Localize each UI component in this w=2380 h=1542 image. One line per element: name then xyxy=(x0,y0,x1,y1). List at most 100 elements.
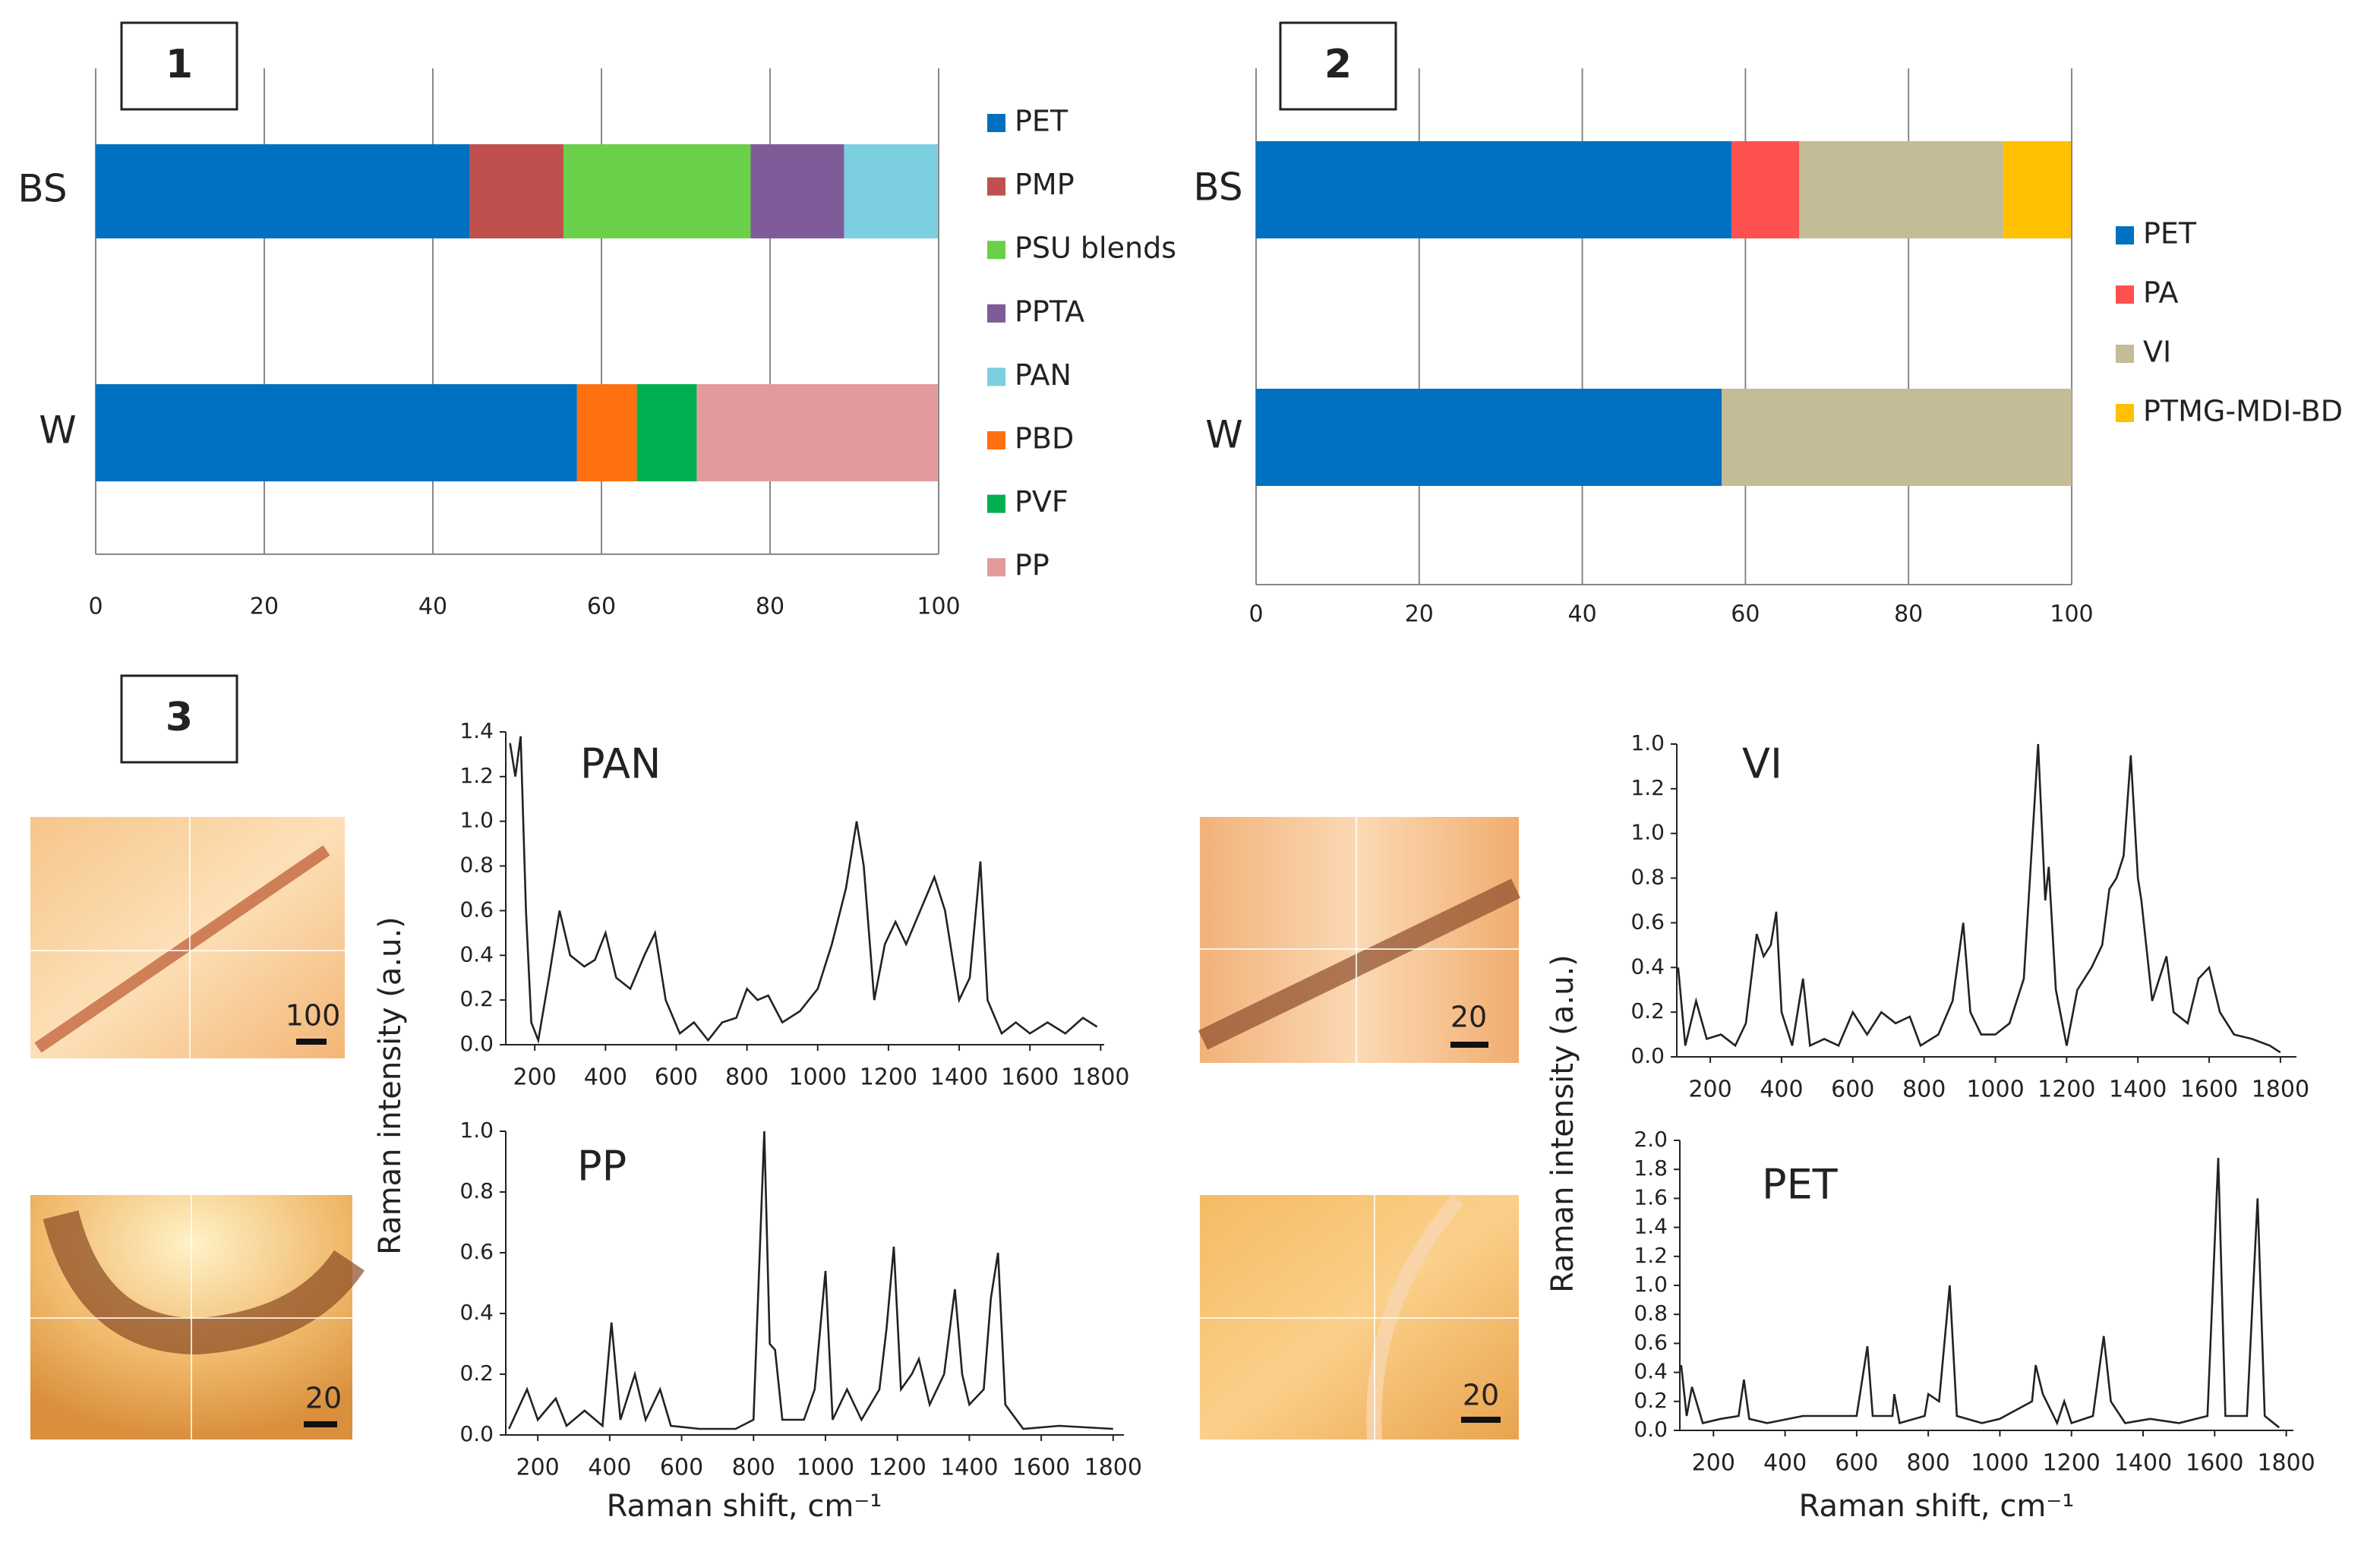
y-tick-label: 1.4 xyxy=(459,718,494,743)
scale-bar-label: 20 xyxy=(1450,1001,1487,1034)
x-tick-label: 600 xyxy=(660,1455,703,1481)
legend-swatch xyxy=(987,367,1005,386)
x-tick-label: 200 xyxy=(516,1455,560,1481)
x-tick-label: 1200 xyxy=(2043,1450,2101,1477)
x-tick-label: 200 xyxy=(1692,1450,1735,1477)
x-tick-label: 40 xyxy=(418,594,447,620)
x-tick-label: 400 xyxy=(1763,1450,1807,1477)
spectrum-line xyxy=(508,1130,1113,1430)
y-tick-label: 0.2 xyxy=(1633,1388,1668,1413)
legend-label: PET xyxy=(2143,217,2197,251)
bar-segment xyxy=(1799,141,2003,238)
y-tick-label: 0.8 xyxy=(459,1178,494,1203)
bar-segment xyxy=(750,144,844,238)
y-tick-label: 1.2 xyxy=(1633,1243,1668,1268)
x-tick-label: 1000 xyxy=(1971,1450,2028,1477)
panel-label: 3 xyxy=(166,695,193,740)
legend-label: PP xyxy=(1015,549,1050,582)
x-tick-label: 60 xyxy=(587,594,616,620)
x-tick-label: 40 xyxy=(1568,601,1597,628)
legend-swatch xyxy=(2116,345,2134,363)
x-tick-label: 800 xyxy=(725,1064,769,1091)
legend-label: PTMG-MDI-BD xyxy=(2143,395,2343,428)
legend-swatch xyxy=(987,114,1005,132)
x-tick-label: 100 xyxy=(917,594,960,620)
bar-segment xyxy=(576,384,637,481)
y-tick-label: 0.4 xyxy=(459,941,494,967)
y-tick-label: 1.0 xyxy=(459,1118,494,1143)
y-tick-label: 0.6 xyxy=(459,1239,494,1264)
legend-swatch xyxy=(2116,404,2134,422)
y-tick-label: 0.4 xyxy=(459,1300,494,1325)
bar-segment xyxy=(844,144,938,238)
x-tick-label: 20 xyxy=(250,594,279,620)
scale-bar-label: 20 xyxy=(305,1382,342,1415)
x-tick-label: 1200 xyxy=(860,1064,917,1091)
y-tick-label: 1.0 xyxy=(459,808,494,833)
y-tick-label: 0.8 xyxy=(1633,1301,1668,1326)
legend-label: PET xyxy=(1015,105,1068,138)
chart-title: PP xyxy=(577,1143,627,1190)
chart-title: PET xyxy=(1762,1161,1839,1209)
legend-swatch xyxy=(2116,285,2134,304)
x-tick-label: 1800 xyxy=(2257,1450,2315,1477)
x-tick-label: 600 xyxy=(1831,1077,1874,1103)
x-tick-label: 0 xyxy=(88,594,103,620)
bar-segment xyxy=(2003,141,2071,238)
panel-label: 1 xyxy=(166,42,193,87)
y-tick-label: 1.2 xyxy=(1630,775,1665,800)
y-tick-label: 0.2 xyxy=(459,1361,494,1386)
bar-segment xyxy=(563,144,751,238)
x-tick-label: 60 xyxy=(1731,601,1760,628)
x-axis-label: Raman shift, cm⁻¹ xyxy=(607,1489,882,1524)
x-tick-label: 800 xyxy=(732,1455,775,1481)
y-tick-label: 0.0 xyxy=(1633,1417,1668,1442)
x-tick-label: 1600 xyxy=(1001,1064,1059,1091)
x-tick-label: 200 xyxy=(513,1064,557,1091)
x-tick-label: 800 xyxy=(1907,1450,1950,1477)
x-tick-label: 0 xyxy=(1248,601,1263,628)
panel-box xyxy=(1279,21,1397,111)
category-label: W xyxy=(39,408,76,453)
y-tick-label: 0.0 xyxy=(459,1421,494,1446)
y-tick-label: 1.6 xyxy=(1633,1184,1668,1209)
micrograph: 100 xyxy=(30,817,345,1058)
panel-box xyxy=(120,674,238,764)
x-tick-label: 100 xyxy=(2050,601,2093,628)
bar-segment xyxy=(469,144,564,238)
y-tick-label: 0.4 xyxy=(1630,954,1665,979)
x-tick-label: 1000 xyxy=(1966,1077,2024,1103)
x-axis-label: Raman shift, cm⁻¹ xyxy=(1799,1489,2075,1524)
legend-swatch xyxy=(987,558,1005,577)
scale-bar-label: 100 xyxy=(286,999,341,1033)
y-tick-label: 0.8 xyxy=(1630,865,1665,890)
y-tick-label: 2.0 xyxy=(1633,1127,1668,1152)
y-tick-label: 0.6 xyxy=(459,897,494,922)
legend-swatch xyxy=(987,494,1005,513)
x-tick-label: 1400 xyxy=(930,1064,988,1091)
spectrum-line xyxy=(1680,1157,2281,1429)
bar-segment xyxy=(1256,389,1722,486)
x-tick-label: 1400 xyxy=(2109,1077,2167,1103)
spectrum-line xyxy=(1677,743,2281,1054)
bar-segment xyxy=(1722,389,2072,486)
legend-label: PPTA xyxy=(1015,295,1084,328)
y-tick-label: 1.8 xyxy=(1633,1156,1668,1181)
panel-label: 2 xyxy=(1324,42,1352,87)
x-tick-label: 80 xyxy=(756,594,784,620)
x-tick-label: 20 xyxy=(1405,601,1434,628)
y-tick-label: 0.0 xyxy=(1630,1043,1665,1068)
y-tick-label: 0.6 xyxy=(1630,909,1665,934)
x-tick-label: 400 xyxy=(588,1455,631,1481)
y-tick-label: 1.0 xyxy=(1630,730,1665,755)
chart-title: PAN xyxy=(580,740,661,788)
spectrum-line xyxy=(509,736,1098,1045)
y-tick-label: 0.8 xyxy=(459,853,494,878)
category-label: BS xyxy=(1193,166,1242,210)
y-tick-label: 0.6 xyxy=(1633,1329,1668,1354)
category-label: BS xyxy=(17,167,67,211)
y-tick-label: 0.4 xyxy=(1633,1359,1668,1384)
legend-label: PA xyxy=(2143,276,2178,310)
